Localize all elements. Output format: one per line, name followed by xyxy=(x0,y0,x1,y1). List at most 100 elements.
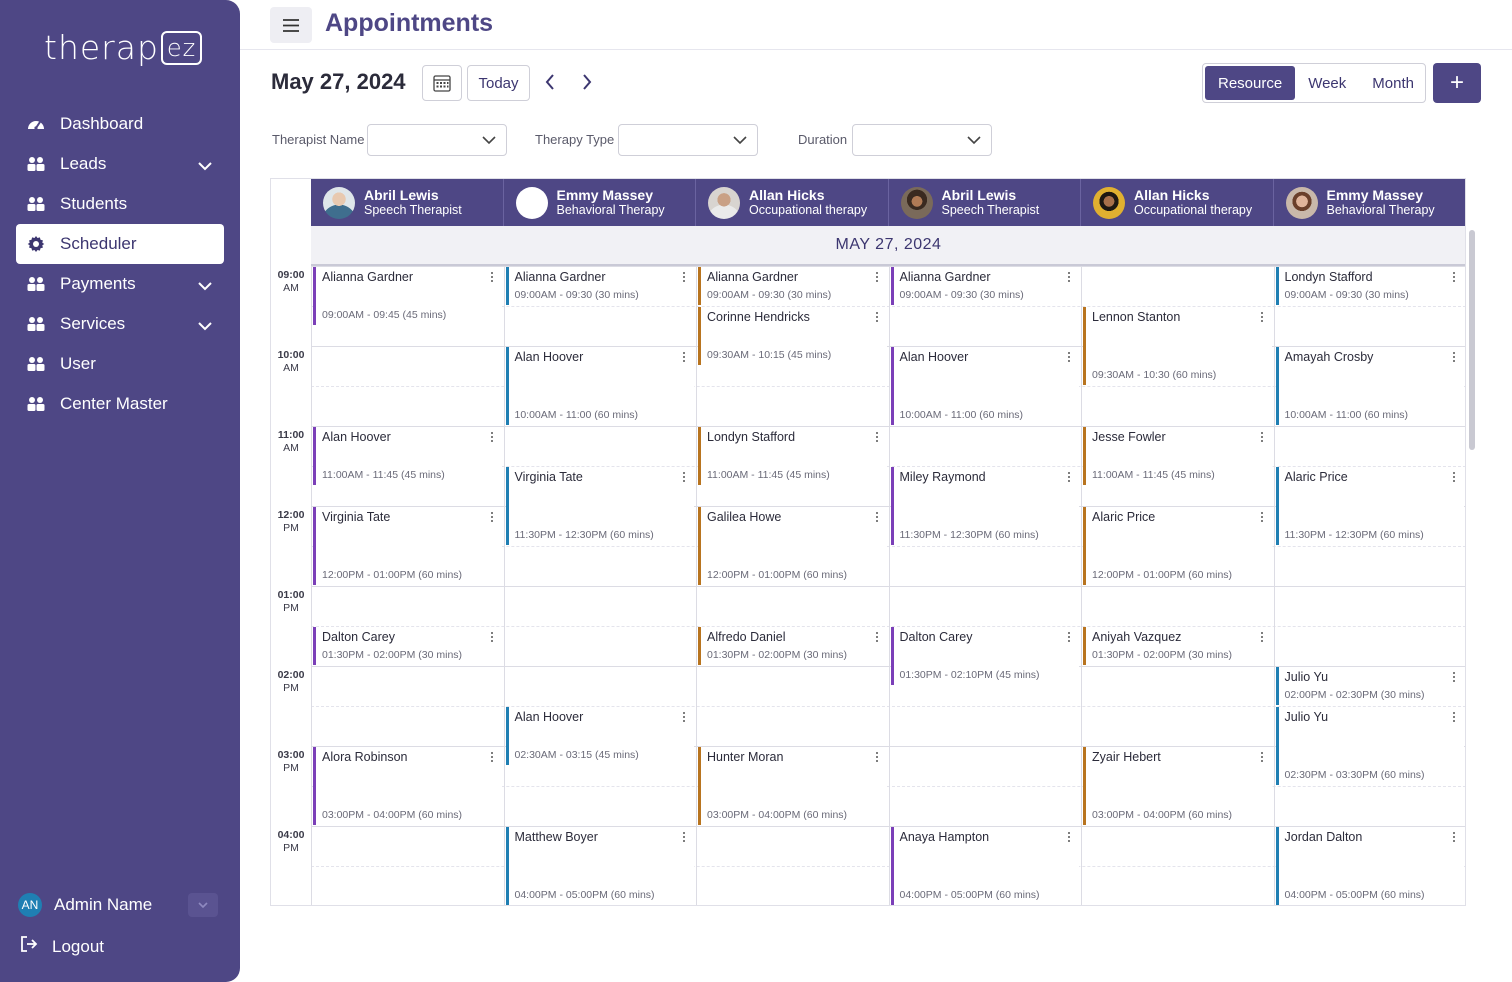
more-options-icon[interactable] xyxy=(683,712,686,724)
sidebar-item-scheduler[interactable]: Scheduler xyxy=(16,224,224,264)
resource-header: Emmy Massey Behavioral Therapy xyxy=(1274,179,1466,226)
appointment-card[interactable]: Virginia Tate 12:00PM - 01:00PM (60 mins) xyxy=(313,507,502,585)
therapy-type-filter-select[interactable] xyxy=(618,124,758,156)
more-options-icon[interactable] xyxy=(1453,712,1456,724)
more-options-icon[interactable] xyxy=(1260,632,1264,644)
users-icon xyxy=(26,274,46,294)
logout-button[interactable]: Logout xyxy=(20,935,104,958)
appointment-card[interactable]: Matthew Boyer 04:00PM - 05:00PM (60 mins) xyxy=(505,827,694,905)
more-options-icon[interactable] xyxy=(490,512,494,524)
chevron-down-icon[interactable] xyxy=(198,316,212,336)
add-appointment-button[interactable]: + xyxy=(1433,63,1481,103)
more-options-icon[interactable] xyxy=(490,632,494,644)
appointment-card[interactable]: Jesse Fowler 11:00AM - 11:45 (45 mins) xyxy=(1083,427,1272,485)
appointment-card[interactable]: Virginia Tate 11:30PM - 12:30PM (60 mins) xyxy=(505,467,694,545)
more-options-icon[interactable] xyxy=(683,272,686,284)
calendar-picker-button[interactable] xyxy=(422,65,462,101)
more-options-icon[interactable] xyxy=(1453,352,1456,364)
chevron-down-icon xyxy=(967,136,981,145)
more-options-icon[interactable] xyxy=(875,312,879,324)
more-options-icon[interactable] xyxy=(683,472,686,484)
appointment-card[interactable]: Alianna Gardner 09:00AM - 09:30 (30 mins) xyxy=(505,267,694,305)
more-options-icon[interactable] xyxy=(1068,632,1071,644)
appointment-card[interactable]: Anaya Hampton 04:00PM - 05:00PM (60 mins) xyxy=(890,827,1079,905)
sidebar-item-payments[interactable]: Payments xyxy=(16,264,224,304)
appointment-card[interactable]: Galilea Howe 12:00PM - 01:00PM (60 mins) xyxy=(698,507,887,585)
half-hour-gridline xyxy=(311,706,1465,707)
more-options-icon[interactable] xyxy=(875,752,879,764)
more-options-icon[interactable] xyxy=(1260,312,1264,324)
more-options-icon[interactable] xyxy=(1453,272,1456,284)
appointment-card[interactable]: Julio Yu 02:30PM - 03:30PM (60 mins) xyxy=(1275,707,1464,785)
more-options-icon[interactable] xyxy=(490,272,494,284)
more-options-icon[interactable] xyxy=(875,432,879,444)
next-day-button[interactable] xyxy=(581,73,593,96)
therapez-logo[interactable]: therap ez xyxy=(44,28,203,67)
appointment-card[interactable]: Alan Hoover 10:00AM - 11:00 (60 mins) xyxy=(505,347,694,425)
appointment-card[interactable]: Hunter Moran 03:00PM - 04:00PM (60 mins) xyxy=(698,747,887,825)
appointment-card[interactable]: Alan Hoover 02:30AM - 03:15 (45 mins) xyxy=(505,707,694,765)
appointment-card[interactable]: Lennon Stanton 09:30AM - 10:30 (60 mins) xyxy=(1083,307,1272,385)
appointment-card[interactable]: Julio Yu 02:00PM - 02:30PM (30 mins) xyxy=(1275,667,1464,705)
appointment-card[interactable]: Amayah Crosby 10:00AM - 11:00 (60 mins) xyxy=(1275,347,1464,425)
therapist-filter-select[interactable] xyxy=(367,124,507,156)
view-resource-button[interactable]: Resource xyxy=(1205,66,1296,100)
appointment-card[interactable]: Alora Robinson 03:00PM - 04:00PM (60 mins… xyxy=(313,747,502,825)
more-options-icon[interactable] xyxy=(1068,832,1071,844)
appointment-client-name: Londyn Stafford xyxy=(707,430,796,444)
more-options-icon[interactable] xyxy=(1260,432,1264,444)
appointment-card[interactable]: Alaric Price 11:30PM - 12:30PM (60 mins) xyxy=(1275,467,1464,545)
appointment-card[interactable]: Jordan Dalton 04:00PM - 05:00PM (60 mins) xyxy=(1275,827,1464,905)
more-options-icon[interactable] xyxy=(490,752,494,764)
appointment-card[interactable]: Aniyah Vazquez 01:30PM - 02:00PM (30 mins… xyxy=(1083,627,1272,665)
appointment-card[interactable]: Londyn Stafford 11:00AM - 11:45 (45 mins) xyxy=(698,427,887,485)
time-label: 12:00 PM xyxy=(271,509,311,535)
appointment-card[interactable]: Alan Hoover 11:00AM - 11:45 (45 mins) xyxy=(313,427,502,485)
half-hour-gridline xyxy=(311,546,1465,547)
more-options-icon[interactable] xyxy=(875,632,879,644)
more-options-icon[interactable] xyxy=(1260,752,1264,764)
appointment-card[interactable]: Dalton Carey 01:30PM - 02:00PM (30 mins) xyxy=(313,627,502,665)
sidebar-item-dashboard[interactable]: Dashboard xyxy=(16,104,224,144)
appointment-card[interactable]: Alfredo Daniel 01:30PM - 02:00PM (30 mins… xyxy=(698,627,887,665)
appointment-card[interactable]: Miley Raymond 11:30PM - 12:30PM (60 mins) xyxy=(890,467,1079,545)
users-icon xyxy=(26,394,46,414)
scheduler-scrollbar[interactable] xyxy=(1469,230,1475,450)
more-options-icon[interactable] xyxy=(1068,352,1071,364)
sidebar-item-students[interactable]: Students xyxy=(16,184,224,224)
sidebar-item-leads[interactable]: Leads xyxy=(16,144,224,184)
more-options-icon[interactable] xyxy=(683,832,686,844)
more-options-icon[interactable] xyxy=(875,512,879,524)
today-button[interactable]: Today xyxy=(467,65,530,101)
appointment-card[interactable]: Londyn Stafford 09:00AM - 09:30 (30 mins) xyxy=(1275,267,1464,305)
appointment-card[interactable]: Alaric Price 12:00PM - 01:00PM (60 mins) xyxy=(1083,507,1272,585)
more-options-icon[interactable] xyxy=(1453,832,1456,844)
view-week-button[interactable]: Week xyxy=(1308,74,1347,92)
more-options-icon[interactable] xyxy=(875,272,879,284)
more-options-icon[interactable] xyxy=(1453,472,1456,484)
appointment-card[interactable]: Dalton Carey 01:30PM - 02:10PM (45 mins) xyxy=(890,627,1079,685)
prev-day-button[interactable] xyxy=(544,73,556,96)
appointment-card[interactable]: Alianna Gardner 09:00AM - 09:30 (30 mins) xyxy=(890,267,1079,305)
duration-filter-select[interactable] xyxy=(852,124,992,156)
sidebar-item-services[interactable]: Services xyxy=(16,304,224,344)
admin-profile[interactable]: AN Admin Name xyxy=(18,893,218,917)
chevron-down-icon[interactable] xyxy=(198,156,212,176)
sidebar-item-center-master[interactable]: Center Master xyxy=(16,384,224,424)
more-options-icon[interactable] xyxy=(683,352,686,364)
sidebar-item-user[interactable]: User xyxy=(16,344,224,384)
view-month-button[interactable]: Month xyxy=(1372,74,1414,92)
more-options-icon[interactable] xyxy=(1068,272,1071,284)
appointment-card[interactable]: Corinne Hendricks 09:30AM - 10:15 (45 min… xyxy=(698,307,887,365)
more-options-icon[interactable] xyxy=(490,432,494,444)
more-options-icon[interactable] xyxy=(1453,672,1456,684)
chevron-down-icon[interactable] xyxy=(188,893,218,917)
more-options-icon[interactable] xyxy=(1068,472,1071,484)
more-options-icon[interactable] xyxy=(1260,512,1264,524)
appointment-card[interactable]: Alianna Gardner 09:00AM - 09:45 (45 mins) xyxy=(313,267,502,325)
appointment-card[interactable]: Alianna Gardner 09:00AM - 09:30 (30 mins) xyxy=(698,267,887,305)
appointment-card[interactable]: Zyair Hebert 03:00PM - 04:00PM (60 mins) xyxy=(1083,747,1272,825)
menu-toggle-button[interactable] xyxy=(270,7,312,43)
appointment-card[interactable]: Alan Hoover 10:00AM - 11:00 (60 mins) xyxy=(890,347,1079,425)
chevron-down-icon[interactable] xyxy=(198,276,212,296)
